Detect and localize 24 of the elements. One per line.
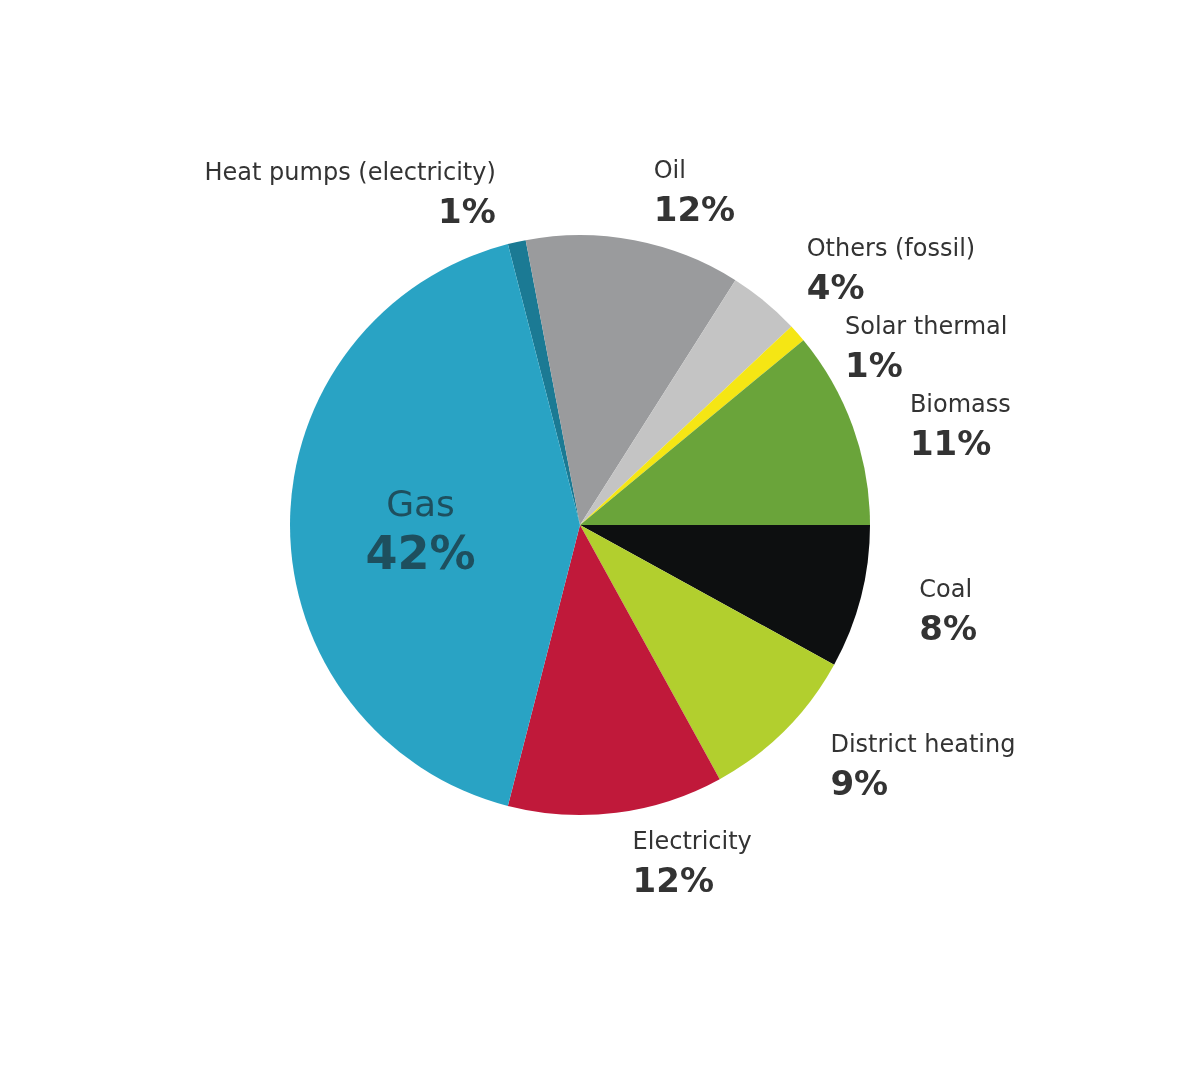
- pie-slice: [580, 525, 870, 665]
- slice-label: Oil: [653, 156, 686, 185]
- data-label: 4%: [806, 267, 865, 308]
- data-label: 1%: [438, 191, 496, 232]
- data-label: 9%: [830, 763, 889, 804]
- pie-slice: [580, 280, 792, 525]
- slice-label: Electricity: [632, 827, 752, 856]
- slice-label: Others (fossil): [806, 234, 976, 263]
- slice-label: Coal: [919, 574, 973, 603]
- data-label: 12%: [653, 189, 736, 230]
- data-label: 11%: [909, 423, 992, 464]
- pie-slice: [525, 235, 736, 525]
- data-label: 12%: [632, 860, 714, 901]
- data-label: 8%: [919, 607, 978, 648]
- slice-label: Biomass: [909, 390, 1011, 419]
- data-label: 42%: [365, 526, 476, 580]
- slice-label: Solar thermal: [845, 312, 1008, 341]
- slice-label: District heating: [830, 730, 1016, 759]
- slice-label: Gas: [386, 483, 455, 524]
- pie-slice: [290, 244, 580, 806]
- data-label: 1%: [845, 345, 903, 386]
- pie-slice: [507, 240, 580, 525]
- slice-label: Heat pumps (electricity): [204, 158, 496, 187]
- pie-slice: [507, 525, 720, 815]
